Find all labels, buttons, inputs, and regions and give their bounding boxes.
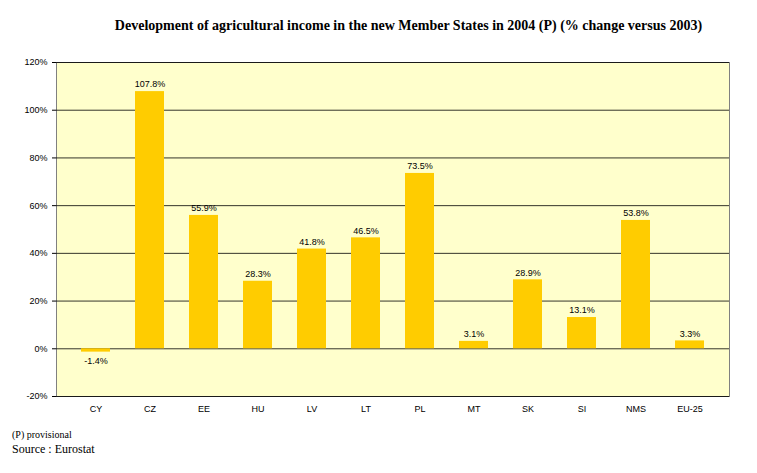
svg-text:120%: 120% [24, 57, 47, 67]
svg-text:SK: SK [522, 404, 534, 414]
svg-text:46.5%: 46.5% [353, 226, 379, 236]
svg-text:28.9%: 28.9% [515, 268, 541, 278]
svg-text:107.8%: 107.8% [135, 79, 166, 89]
svg-text:MT: MT [468, 404, 481, 414]
svg-text:60%: 60% [29, 201, 47, 211]
svg-text:HU: HU [252, 404, 265, 414]
svg-text:28.3%: 28.3% [245, 269, 271, 279]
svg-text:53.8%: 53.8% [623, 208, 649, 218]
svg-text:EE: EE [198, 404, 210, 414]
svg-text:73.5%: 73.5% [407, 161, 433, 171]
html-text:Development of agricultural in: Development of agricultural income in th… [114, 18, 703, 33]
svg-text:-1.4%: -1.4% [84, 356, 108, 366]
svg-text:80%: 80% [29, 153, 47, 163]
svg-text:3.3%: 3.3% [680, 329, 701, 339]
html-text:(P) provisional: (P) provisional [12, 429, 72, 440]
svg-text:40%: 40% [29, 248, 47, 258]
svg-text:SI: SI [578, 404, 587, 414]
svg-text:CY: CY [90, 404, 103, 414]
svg-text:20%: 20% [29, 296, 47, 306]
svg-text:0%: 0% [34, 344, 47, 354]
svg-text:13.1%: 13.1% [569, 305, 595, 315]
svg-text:NMS: NMS [626, 404, 646, 414]
svg-text:CZ: CZ [144, 404, 156, 414]
svg-text:100%: 100% [24, 105, 47, 115]
svg-text:LT: LT [361, 404, 371, 414]
svg-text:55.9%: 55.9% [191, 203, 217, 213]
svg-text:EU-25: EU-25 [677, 404, 703, 414]
svg-text:PL: PL [414, 404, 425, 414]
svg-text:-20%: -20% [26, 391, 47, 401]
svg-text:3.1%: 3.1% [464, 329, 485, 339]
svg-text:41.8%: 41.8% [299, 237, 325, 247]
html-text:Source : Eurostat: Source : Eurostat [12, 442, 95, 456]
svg-text:LV: LV [307, 404, 317, 414]
